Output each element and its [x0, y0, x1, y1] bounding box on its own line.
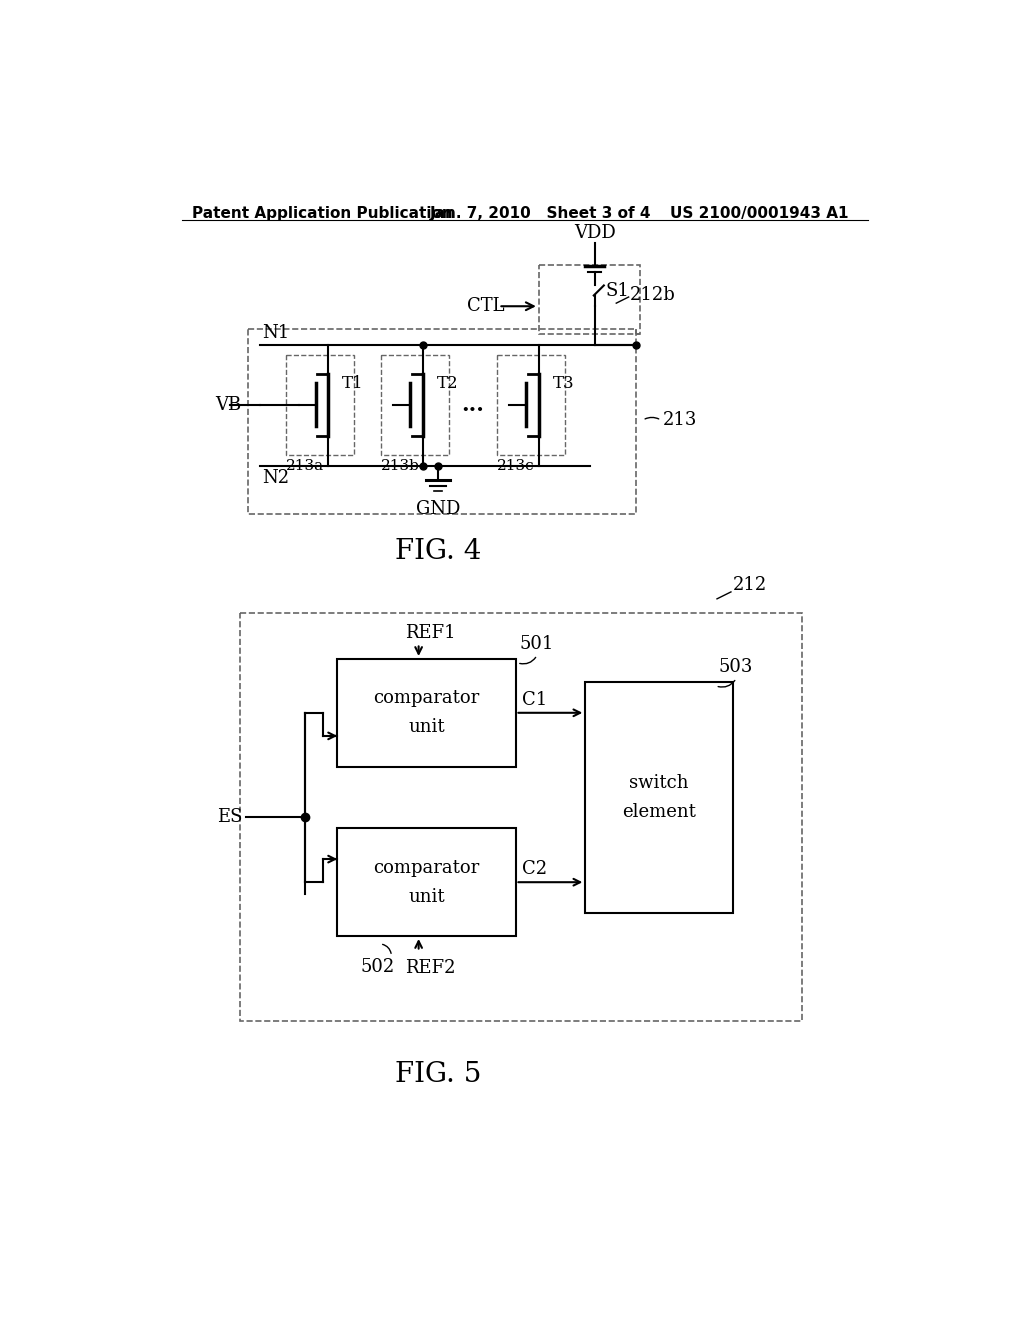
Text: 212b: 212b [630, 286, 676, 305]
Text: T1: T1 [342, 375, 364, 392]
Text: Jan. 7, 2010   Sheet 3 of 4: Jan. 7, 2010 Sheet 3 of 4 [430, 206, 651, 222]
Text: C2: C2 [521, 861, 547, 878]
Text: VB: VB [216, 396, 242, 413]
Text: ...: ... [462, 393, 484, 416]
Text: 213b: 213b [381, 459, 420, 474]
Text: C1: C1 [521, 690, 547, 709]
Text: 213c: 213c [497, 459, 535, 474]
Text: 212: 212 [732, 577, 767, 594]
Text: comparator
unit: comparator unit [374, 689, 479, 737]
Text: N1: N1 [262, 325, 290, 342]
Text: T3: T3 [553, 375, 574, 392]
Text: T2: T2 [436, 375, 458, 392]
Text: US 2100/0001943 A1: US 2100/0001943 A1 [671, 206, 849, 222]
Text: 503: 503 [719, 657, 753, 676]
Text: REF1: REF1 [404, 624, 456, 642]
Text: ES: ES [217, 808, 243, 826]
Bar [586, 682, 732, 913]
Text: 213: 213 [663, 412, 697, 429]
Text: GND: GND [416, 500, 460, 519]
Text: switch
element: switch element [622, 774, 696, 821]
Text: 501: 501 [519, 635, 554, 653]
Text: S1: S1 [605, 282, 630, 300]
Bar [337, 829, 515, 936]
Text: CTL: CTL [467, 297, 505, 315]
Text: 213a: 213a [286, 459, 325, 474]
Text: VDD: VDD [573, 223, 615, 242]
Text: N2: N2 [262, 469, 289, 487]
Text: 502: 502 [360, 958, 394, 975]
Text: REF2: REF2 [404, 960, 456, 977]
Text: comparator
unit: comparator unit [374, 858, 479, 906]
Text: Patent Application Publication: Patent Application Publication [191, 206, 453, 222]
Text: FIG. 5: FIG. 5 [395, 1061, 481, 1088]
Bar [337, 659, 515, 767]
Text: FIG. 4: FIG. 4 [395, 537, 481, 565]
